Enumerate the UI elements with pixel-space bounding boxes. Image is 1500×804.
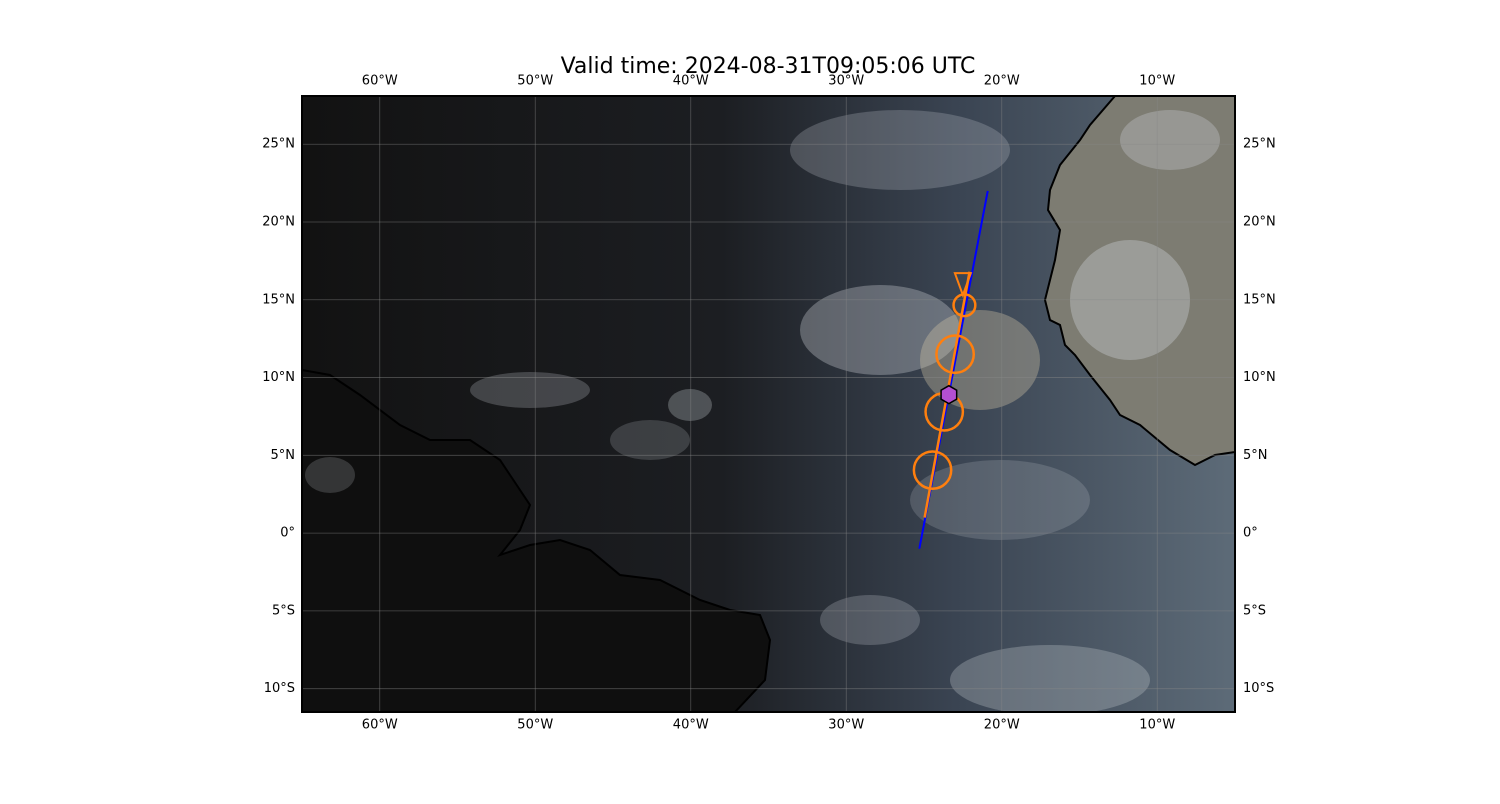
lat-tick-label: 15°N [1243, 292, 1276, 307]
lat-tick-label: 5°N [1243, 448, 1268, 463]
lat-tick-label: 20°N [1243, 215, 1276, 230]
lon-tick-label: 60°W [362, 718, 398, 733]
map-frame [301, 95, 1236, 713]
lat-tick-label: 5°S [1243, 603, 1266, 618]
lon-tick-label: 10°W [1139, 718, 1175, 733]
lat-tick-label: 10°S [264, 681, 295, 696]
lat-tick-label: 10°N [1243, 370, 1276, 385]
overlay [302, 96, 1235, 712]
lat-tick-label: 25°N [262, 137, 295, 152]
lon-tick-label: 20°W [984, 718, 1020, 733]
map-title: Valid time: 2024-08-31T09:05:06 UTC [561, 54, 976, 79]
lon-tick-label: 40°W [673, 74, 709, 89]
lon-tick-label: 30°W [828, 718, 864, 733]
lat-tick-label: 0° [280, 526, 295, 541]
range-circle [935, 334, 976, 375]
lat-tick-label: 25°N [1243, 137, 1276, 152]
lat-tick-label: 0° [1243, 526, 1258, 541]
map-imagery [302, 96, 1235, 712]
lat-tick-label: 15°N [262, 292, 295, 307]
lat-tick-label: 5°S [272, 603, 295, 618]
axes: 60°W 60°W 50°W 50°W 40°W 40°W 30°W 30°W 20°W 20°W… [262, 74, 1276, 733]
lat-tick-label: 10°N [262, 370, 295, 385]
lon-tick-label: 60°W [362, 74, 398, 89]
lon-tick-label: 40°W [673, 718, 709, 733]
lon-tick-label: 50°W [517, 74, 553, 89]
lat-tick-label: 20°N [262, 215, 295, 230]
range-circle [912, 450, 953, 491]
africa-coast [1043, 96, 1235, 467]
lat-tick-label: 10°S [1243, 681, 1274, 696]
lon-tick-label: 10°W [1139, 74, 1175, 89]
lat-tick-label: 5°N [271, 448, 296, 463]
lon-tick-label: 50°W [517, 718, 553, 733]
lon-tick-label: 30°W [828, 74, 864, 89]
triangle-marker [953, 272, 973, 299]
lon-tick-label: 20°W [984, 74, 1020, 89]
hexagon-marker [940, 384, 958, 405]
range-circle [952, 293, 977, 318]
